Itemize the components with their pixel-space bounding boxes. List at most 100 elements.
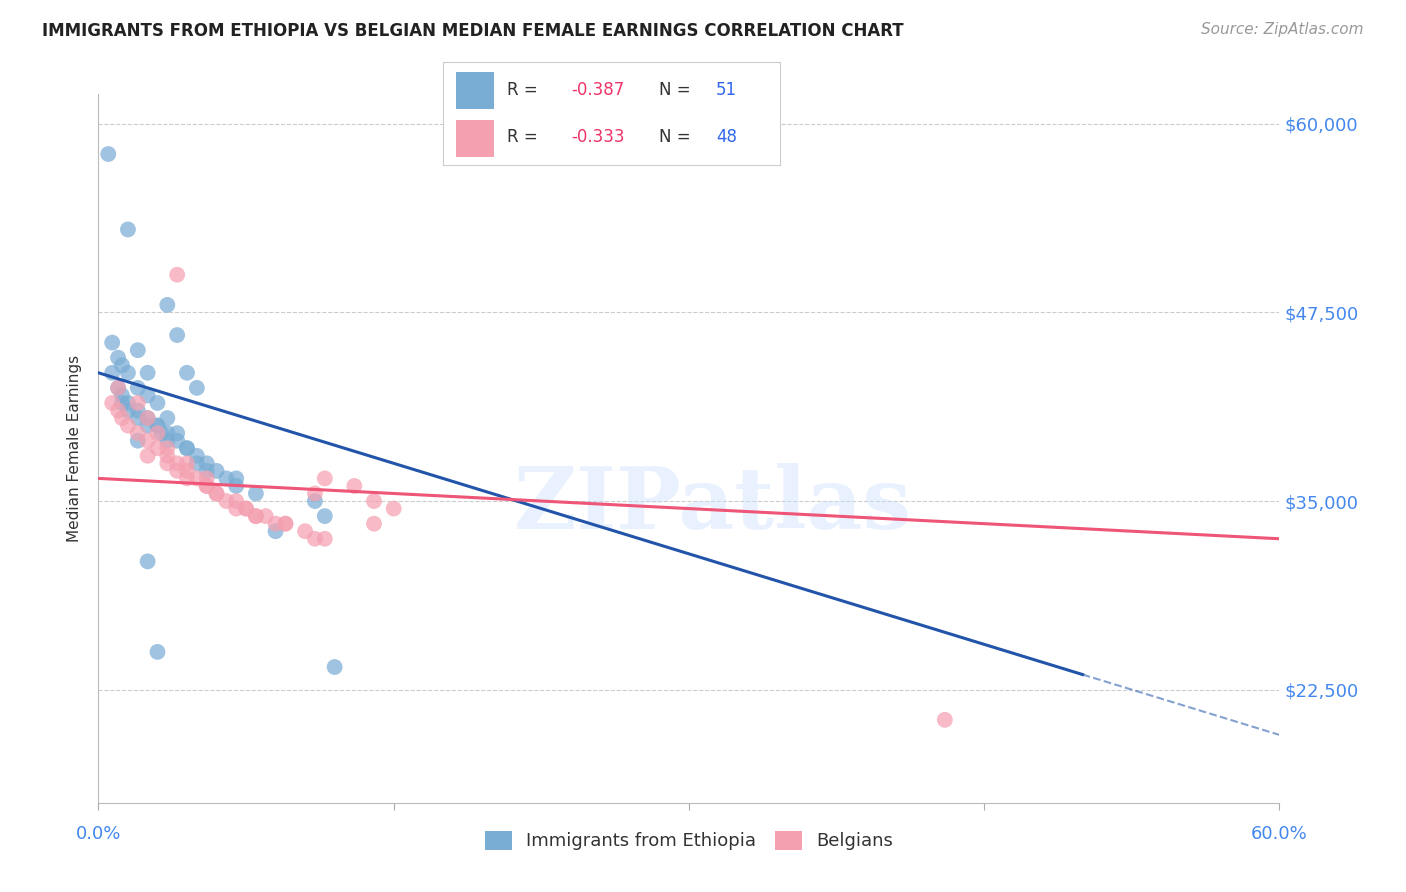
Point: [146, 418, 169, 433]
Point: [323, 660, 346, 674]
Point: [205, 486, 228, 500]
Point: [117, 403, 139, 417]
Text: N =: N =: [659, 128, 696, 146]
Point: [225, 471, 247, 485]
Text: Source: ZipAtlas.com: Source: ZipAtlas.com: [1201, 22, 1364, 37]
Point: [150, 426, 173, 441]
Point: [264, 524, 287, 539]
Point: [176, 441, 198, 455]
Point: [136, 418, 159, 433]
Point: [314, 471, 336, 485]
Y-axis label: Median Female Earnings: Median Female Earnings: [67, 355, 83, 541]
Point: [146, 418, 169, 433]
Point: [363, 516, 385, 531]
Point: [186, 456, 208, 470]
Point: [225, 494, 247, 508]
Point: [136, 366, 159, 380]
Point: [101, 335, 124, 350]
Point: [166, 434, 188, 448]
Point: [195, 456, 218, 470]
Point: [294, 524, 316, 539]
Point: [176, 366, 198, 380]
Point: [382, 501, 405, 516]
Point: [205, 486, 228, 500]
Point: [363, 494, 385, 508]
Point: [235, 501, 257, 516]
Point: [186, 449, 208, 463]
Point: [245, 509, 267, 524]
Point: [107, 351, 129, 365]
Point: [934, 713, 956, 727]
Point: [176, 464, 198, 478]
Text: R =: R =: [508, 128, 543, 146]
Point: [136, 449, 159, 463]
Point: [274, 516, 297, 531]
Point: [127, 426, 149, 441]
Point: [117, 222, 139, 236]
Point: [166, 328, 188, 343]
Text: 51: 51: [716, 81, 737, 99]
Point: [195, 471, 218, 485]
Point: [166, 426, 188, 441]
Point: [127, 381, 149, 395]
Point: [186, 471, 208, 485]
Text: IMMIGRANTS FROM ETHIOPIA VS BELGIAN MEDIAN FEMALE EARNINGS CORRELATION CHART: IMMIGRANTS FROM ETHIOPIA VS BELGIAN MEDI…: [42, 22, 904, 40]
Point: [304, 532, 326, 546]
Point: [176, 456, 198, 470]
Point: [101, 366, 124, 380]
Point: [195, 464, 218, 478]
Point: [111, 411, 134, 425]
Text: -0.387: -0.387: [571, 81, 624, 99]
Text: 0.0%: 0.0%: [76, 825, 121, 844]
Point: [117, 396, 139, 410]
Legend: Immigrants from Ethiopia, Belgians: Immigrants from Ethiopia, Belgians: [478, 824, 900, 857]
Point: [117, 418, 139, 433]
Point: [176, 471, 198, 485]
Point: [186, 381, 208, 395]
Point: [235, 501, 257, 516]
Point: [146, 441, 169, 455]
Point: [101, 396, 124, 410]
Point: [136, 554, 159, 568]
Point: [195, 479, 218, 493]
Point: [127, 434, 149, 448]
Point: [156, 441, 179, 455]
Text: R =: R =: [508, 81, 543, 99]
Point: [304, 486, 326, 500]
Point: [107, 381, 129, 395]
Point: [166, 464, 188, 478]
Point: [215, 471, 238, 485]
Text: -0.333: -0.333: [571, 128, 624, 146]
Point: [156, 456, 179, 470]
Point: [146, 645, 169, 659]
Point: [205, 464, 228, 478]
Point: [127, 403, 149, 417]
Point: [176, 441, 198, 455]
Point: [156, 411, 179, 425]
Point: [146, 396, 169, 410]
Point: [136, 388, 159, 402]
Point: [117, 366, 139, 380]
Point: [225, 501, 247, 516]
FancyBboxPatch shape: [457, 71, 494, 109]
Point: [111, 358, 134, 372]
Point: [97, 147, 120, 161]
Point: [254, 509, 277, 524]
Point: [264, 516, 287, 531]
Point: [274, 516, 297, 531]
Point: [111, 388, 134, 402]
Point: [127, 396, 149, 410]
FancyBboxPatch shape: [457, 120, 494, 157]
Point: [156, 426, 179, 441]
Point: [245, 509, 267, 524]
Point: [146, 426, 169, 441]
Text: ZIPatlas: ZIPatlas: [513, 463, 911, 547]
Point: [136, 411, 159, 425]
Point: [111, 396, 134, 410]
Point: [136, 411, 159, 425]
Point: [304, 494, 326, 508]
Point: [156, 434, 179, 448]
Point: [127, 411, 149, 425]
Text: 60.0%: 60.0%: [1251, 825, 1308, 844]
Text: N =: N =: [659, 81, 696, 99]
